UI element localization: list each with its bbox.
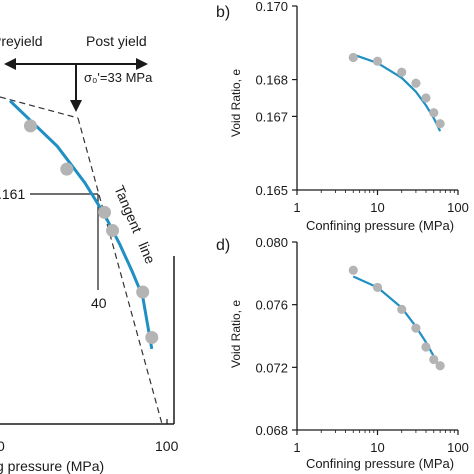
panel-b-y-ticks: 0.165 0.167 0.168 0.170 [255,0,297,198]
yield-arrow-right-head [136,58,148,70]
left-data-point [60,162,74,176]
left-x-axis-label: g pressure (MPa) [0,458,104,474]
post-yield-label: Post yield [86,33,147,49]
data-point [435,361,445,371]
fit-curve [352,275,442,370]
void-ratio-marker-label: .161 [0,186,25,202]
data-point [429,354,439,365]
panel-d-ylabel: Void Ratio, e [229,300,243,368]
tangent-label-word2: line [135,240,158,267]
data-point [348,265,358,275]
tangent-dashed-line [77,117,163,425]
data-point [421,93,431,103]
panel-b-data-points [348,52,445,129]
x-tick-label: 1 [293,200,300,215]
left-data-point [145,331,159,345]
data-point [421,342,431,352]
y-tick-label: 0.165 [255,183,288,198]
panel-d-x-ticks: 1 10 100 [293,430,469,455]
pressure-marker-label: 40 [91,295,107,311]
x-tick-label: 10 [370,200,384,215]
fit-curve [352,53,442,132]
left-data-points [23,119,159,345]
y-tick-label: 0.072 [255,360,288,375]
data-point [429,108,439,118]
left-data-point [98,205,112,219]
x-tick-label: 1 [293,440,300,455]
left-data-point [136,285,150,299]
panel-d-data-points [348,265,445,371]
panel-b-ylabel: Void Ratio, e [229,69,243,137]
data-point [372,282,383,293]
y-tick-label: 0.080 [255,235,288,250]
data-point [397,304,407,314]
x-tick-label: 100 [447,200,469,215]
panel-d-xlabel: Confining pressure (MPa) [306,456,454,471]
panel-b-xlabel: Confining pressure (MPa) [306,218,454,233]
panel-d-letter: d) [216,237,230,254]
data-point [397,67,407,77]
data-point [348,52,358,63]
panel-d-fit-curve-group [352,275,442,370]
data-point [435,119,445,129]
left-data-point [106,224,120,238]
tangent-line-label: Tangent line [111,183,158,266]
data-point [411,78,421,88]
data-point [411,323,421,333]
panel-b-x-ticks: 1 10 100 [293,190,469,215]
left-x-tick-label-left: 0 [0,438,5,454]
panel-b-fit-curve-group [352,53,442,132]
yield-arrow-left-head [4,58,16,70]
x-tick-label: 100 [447,440,469,455]
yield-pointer-head [70,100,82,112]
y-tick-label: 0.068 [255,423,288,438]
preyield-label: Preyield [0,33,43,49]
left-data-point [23,119,37,133]
x-tick-label: 10 [370,440,384,455]
y-tick-label: 0.168 [255,73,288,88]
y-tick-label: 0.167 [255,109,288,124]
y-tick-label: 0.170 [255,0,288,14]
left-panel: Preyield Post yield σ₀'=33 MPa .161 40 T… [0,33,179,474]
preyield-dashed-line [0,96,79,119]
left-x-tick-label-right: 100 [155,438,179,454]
panel-d-y-ticks: 0.068 0.072 0.076 0.080 [255,235,297,438]
panel-b-letter: b) [216,4,230,21]
y-tick-label: 0.076 [255,298,288,313]
data-point [372,56,383,66]
yield-stress-label: σ₀'=33 MPa [84,70,153,85]
